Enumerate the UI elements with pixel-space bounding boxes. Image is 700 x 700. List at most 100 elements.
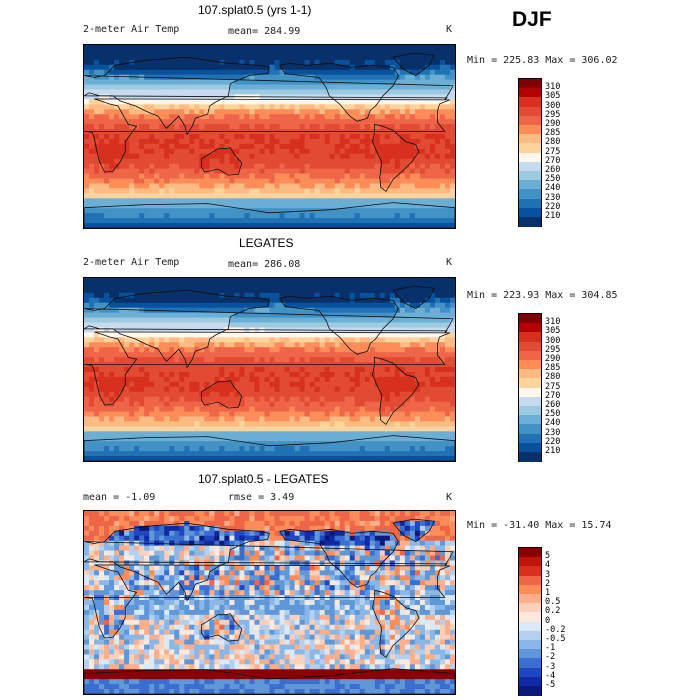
colorbar-band: [519, 433, 541, 444]
colorbar-band: [519, 369, 541, 379]
colorbar-band: [519, 189, 541, 199]
season-label: DJF: [512, 8, 552, 31]
colorbar-band: [519, 180, 541, 190]
coastlines: [84, 518, 455, 694]
colorbar-tick-label: 210: [545, 211, 561, 221]
colorbar-tick-label: 240: [545, 418, 561, 429]
colorbar-bands: [518, 78, 542, 228]
colorbar-bands: [518, 313, 542, 463]
colorbar-band: [519, 106, 541, 117]
colorbar-band: [519, 360, 541, 370]
colorbar-tick-label: -4: [545, 670, 556, 681]
panel1-minmax-label: Min = 225.83 Max = 306.02: [467, 55, 618, 66]
panel2-mean-label: mean= 286.08: [228, 259, 301, 270]
panel1-title: 107.splat0.5 (yrs 1-1): [198, 3, 312, 17]
colorbar-tick-label: 295: [545, 344, 561, 355]
colorbar-band: [519, 686, 541, 696]
colorbar-tick-label: 260: [545, 165, 561, 175]
panel3-minmax-label: Min = -31.40 Max = 15.74: [467, 520, 612, 531]
colorbar-band: [519, 332, 541, 342]
colorbar-tick-label: 4: [545, 560, 551, 571]
panel2-unit-label: K: [446, 257, 453, 268]
colorbar-band: [519, 350, 541, 361]
colorbar-band: [519, 341, 541, 352]
colorbar-band: [519, 323, 541, 333]
colorbar-band: [519, 314, 541, 324]
colorbar-band: [519, 584, 541, 595]
colorbar-tick-label: 305: [545, 91, 561, 102]
colorbar-band: [519, 97, 541, 107]
colorbar-band: [519, 640, 541, 650]
panel3-rmse-label: rmse = 3.49: [228, 492, 295, 503]
colorbar-band: [519, 548, 541, 558]
colorbar-tick-label: -3: [545, 661, 556, 672]
colorbar-tick-label: -0.2: [545, 624, 566, 635]
colorbar-band: [519, 566, 541, 576]
panel3-map-field: [84, 511, 455, 694]
colorbar-tick-label: 280: [545, 372, 561, 383]
panel1-mean-label: mean= 284.99: [228, 26, 301, 37]
colorbar-band: [519, 207, 541, 218]
colorbar-tick-label: 2: [545, 578, 551, 589]
colorbar-band: [519, 171, 541, 181]
colorbar-band: [519, 415, 541, 425]
colorbar-tick-label: -5: [545, 680, 556, 690]
map-cells: [84, 511, 455, 694]
colorbar-tick-label: 5: [545, 551, 551, 562]
colorbar-tick-label: 295: [545, 109, 561, 120]
colorbar-band: [519, 406, 541, 416]
colorbar-tick-label: 0: [545, 615, 551, 626]
coastlines: [84, 285, 455, 461]
colorbar-band: [519, 387, 541, 398]
colorbar-tick-label: 305: [545, 326, 561, 337]
colorbar-band: [519, 649, 541, 659]
colorbar-band: [519, 125, 541, 135]
panel2-map-field: [84, 278, 455, 461]
panel3-mean-label: mean = -1.09: [83, 492, 156, 503]
colorbar-band: [519, 152, 541, 163]
colorbar-band: [519, 79, 541, 89]
colorbar-tick-label: 3: [545, 569, 551, 580]
colorbar-band: [519, 378, 541, 388]
colorbar-band: [519, 612, 541, 622]
colorbar-tick-label: 285: [545, 363, 561, 374]
panel1-map-field: [84, 45, 455, 228]
colorbar-tick-label: 220: [545, 201, 561, 212]
colorbar-tick-label: 260: [545, 400, 561, 410]
panel2-variable-label: 2-meter Air Temp: [83, 257, 180, 268]
colorbar-tick-label: 0.2: [545, 606, 561, 617]
colorbar-tick-label: 300: [545, 335, 561, 346]
panel1-map: [83, 44, 456, 229]
panel2-map: [83, 277, 456, 462]
colorbar-tick-label: 285: [545, 128, 561, 139]
colorbar-band: [519, 115, 541, 126]
panel3-map: [83, 510, 456, 695]
colorbar-tick-label: 270: [545, 390, 561, 401]
colorbar-band: [519, 198, 541, 209]
colorbar-tick-label: 0.5: [545, 597, 561, 608]
colorbar-band: [519, 161, 541, 172]
colorbar-band: [519, 630, 541, 641]
colorbar-band: [519, 396, 541, 407]
colorbar-tick-label: 275: [545, 146, 561, 157]
colorbar-tick-label: 310: [545, 82, 561, 93]
colorbar-band: [519, 575, 541, 586]
panel1-variable-label: 2-meter Air Temp: [83, 24, 180, 35]
colorbar-tick-label: 250: [545, 174, 561, 185]
colorbar-tick-label: 230: [545, 427, 561, 438]
colorbar-tick-label: 275: [545, 381, 561, 392]
colorbar-bands: [518, 547, 542, 697]
colorbar-tick-label: 250: [545, 409, 561, 420]
colorbar-band: [519, 217, 541, 227]
colorbar-tick-label: 210: [545, 446, 561, 456]
map-cells: [84, 45, 455, 228]
colorbar-band: [519, 424, 541, 434]
colorbar-tick-label: 290: [545, 354, 561, 364]
panel2-title: LEGATES: [239, 236, 294, 250]
colorbar-band: [519, 676, 541, 687]
colorbar-band: [519, 658, 541, 668]
colorbar-band: [519, 621, 541, 632]
colorbar-tick-label: -1: [545, 643, 556, 654]
map-cells: [84, 278, 455, 461]
colorbar-tick-label: 290: [545, 119, 561, 129]
